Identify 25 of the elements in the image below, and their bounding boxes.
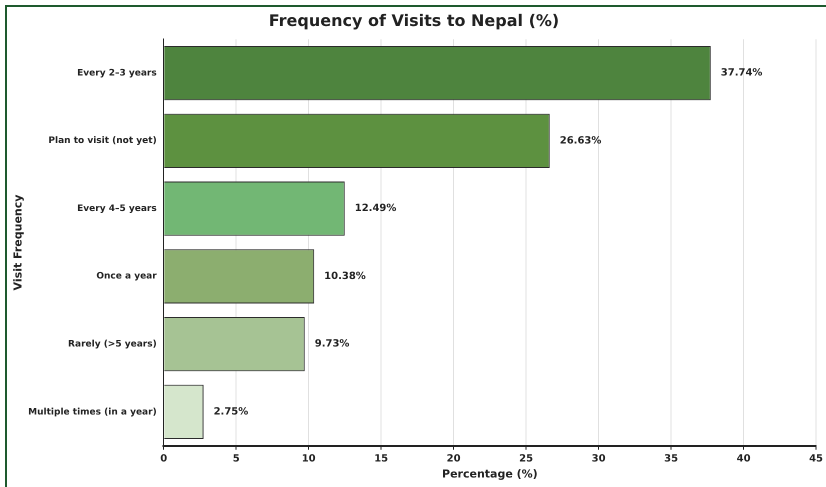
chart-title: Frequency of Visits to Nepal (%) xyxy=(268,10,560,30)
x-tick-label: 20 xyxy=(446,453,461,464)
data-label: 26.63% xyxy=(560,135,602,146)
data-label: 12.49% xyxy=(354,203,396,214)
x-tick-label: 15 xyxy=(374,453,388,464)
x-tick-label: 0 xyxy=(160,453,168,464)
y-tick-label: Every 4–5 years xyxy=(77,204,157,214)
data-label: 9.73% xyxy=(314,338,350,350)
x-tick-label: 25 xyxy=(519,453,534,464)
x-tick-label: 10 xyxy=(302,453,316,464)
y-tick-label: Every 2–3 years xyxy=(77,68,157,78)
y-tick-label: Plan to visit (not yet) xyxy=(48,136,157,146)
y-axis-title: Visit Frequency xyxy=(11,194,24,290)
x-tick-label: 45 xyxy=(809,453,824,464)
data-label: 2.75% xyxy=(214,406,248,418)
x-tick-label: 40 xyxy=(736,453,751,464)
x-tick-label: 35 xyxy=(664,453,678,464)
y-tick-label: Once a year xyxy=(96,272,158,282)
x-tick-label: 5 xyxy=(232,453,240,464)
x-tick-label: 30 xyxy=(592,453,606,464)
data-label: 37.74% xyxy=(720,68,762,79)
data-label: 10.38% xyxy=(324,270,366,282)
y-tick-label: Multiple times (in a year) xyxy=(28,407,157,418)
y-tick-label: Rarely (>5 years) xyxy=(68,339,157,350)
x-axis-title: Percentage (%) xyxy=(442,467,538,480)
